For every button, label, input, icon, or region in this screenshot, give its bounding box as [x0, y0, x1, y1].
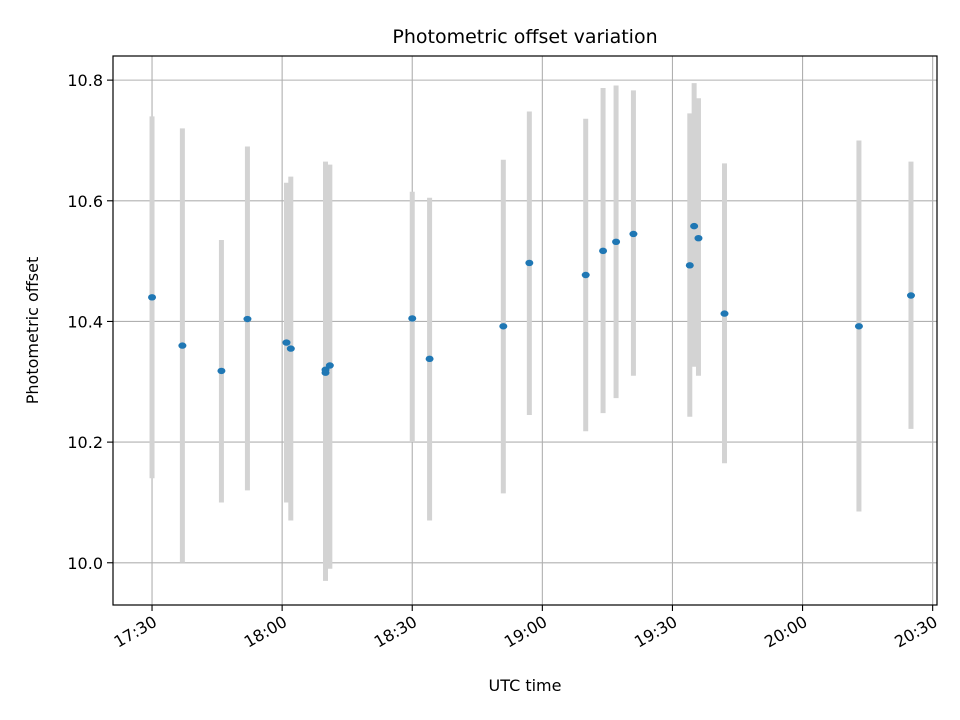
y-tick-label: 10.6	[67, 192, 103, 211]
data-point	[408, 315, 417, 322]
x-tick-label: 19:00	[501, 612, 550, 652]
y-tick-label: 10.4	[67, 312, 103, 331]
x-tick-label: 20:00	[761, 612, 810, 652]
data-point	[685, 262, 694, 269]
y-axis-title: Photometric offset	[23, 257, 42, 405]
x-axis-title: UTC time	[489, 676, 562, 695]
grid	[113, 56, 937, 605]
x-tick-label: 19:30	[631, 612, 680, 652]
data-point	[906, 292, 915, 299]
data-point	[581, 271, 590, 279]
errorbars	[149, 83, 914, 581]
data-points	[148, 222, 915, 376]
x-tick-label: 17:30	[111, 612, 160, 652]
y-tick-label: 10.0	[67, 554, 103, 573]
x-tick-label: 20:30	[891, 612, 940, 652]
data-point	[612, 238, 621, 246]
x-tick-label: 18:00	[241, 612, 290, 652]
data-point	[217, 367, 226, 375]
data-point	[148, 294, 157, 301]
data-point	[690, 222, 699, 230]
y-tick-label: 10.2	[67, 433, 103, 452]
data-point	[178, 342, 187, 349]
data-point	[321, 366, 330, 373]
y-tick-label: 10.8	[67, 71, 103, 90]
data-point	[325, 362, 334, 369]
chart-title: Photometric offset variation	[392, 26, 657, 48]
data-point	[286, 345, 295, 352]
data-point	[425, 355, 434, 363]
data-point	[243, 315, 252, 323]
data-point	[599, 247, 608, 255]
data-point	[629, 230, 638, 238]
plot-frame	[112, 55, 938, 606]
data-point	[282, 339, 291, 346]
data-point	[499, 323, 508, 330]
data-point	[854, 323, 863, 330]
data-point	[525, 259, 534, 267]
data-point	[720, 310, 729, 317]
data-point	[694, 234, 703, 242]
x-tick-label: 18:30	[371, 612, 420, 652]
